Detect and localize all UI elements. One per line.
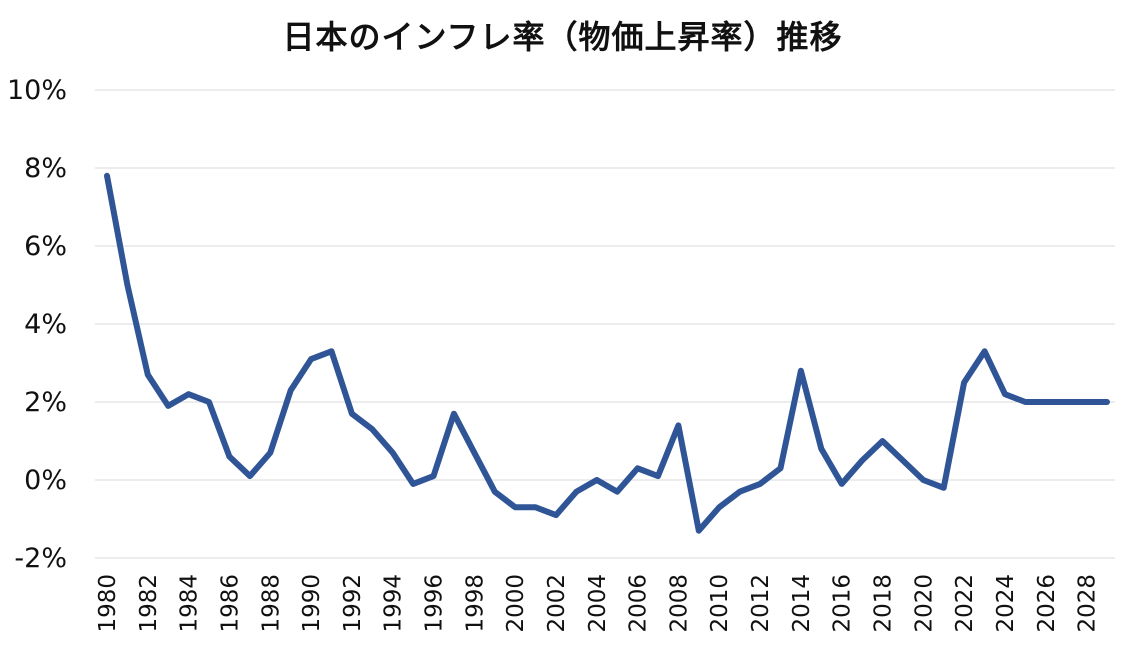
y-tick-label: 10% (7, 75, 67, 106)
x-tick-label: 1994 (381, 574, 407, 633)
x-tick-label: 2002 (544, 574, 570, 633)
x-tick-label: 2012 (748, 574, 774, 633)
x-tick-label: 1990 (299, 574, 325, 633)
x-tick-label: 1980 (95, 574, 121, 633)
x-tick-label: 2018 (871, 574, 897, 633)
chart-title: 日本のインフレ率（物価上昇率）推移 (282, 18, 843, 56)
x-tick-label: 1992 (340, 574, 366, 633)
x-tick-label: 2022 (952, 574, 978, 633)
y-tick-label: 4% (24, 309, 67, 340)
x-tick-label: 2020 (911, 574, 937, 633)
x-tick-label: 2006 (626, 574, 652, 633)
x-tick-label: 2026 (1034, 574, 1060, 633)
y-tick-label: 0% (24, 465, 67, 496)
y-tick-label: 2% (24, 387, 67, 418)
x-tick-label: 2014 (789, 574, 815, 633)
x-tick-label: 2024 (993, 574, 1019, 633)
x-tick-label: 2004 (585, 574, 611, 633)
x-tick-label: 1984 (177, 574, 203, 633)
x-tick-label: 1998 (462, 574, 488, 633)
x-tick-label: 2010 (707, 574, 733, 633)
x-tick-label: 1986 (217, 574, 243, 633)
x-tick-label: 1982 (136, 574, 162, 633)
y-tick-label: 8% (24, 153, 67, 184)
y-tick-label: -2% (14, 543, 67, 574)
x-tick-label: 2000 (503, 574, 529, 633)
series-line (104, 172, 1110, 534)
x-tick-label: 2016 (830, 574, 856, 633)
x-tick-label: 1988 (258, 574, 284, 633)
x-tick-label: 2028 (1075, 574, 1101, 633)
y-tick-label: 6% (24, 231, 67, 262)
x-tick-label: 1996 (422, 574, 448, 633)
x-tick-label: 2008 (666, 574, 692, 633)
